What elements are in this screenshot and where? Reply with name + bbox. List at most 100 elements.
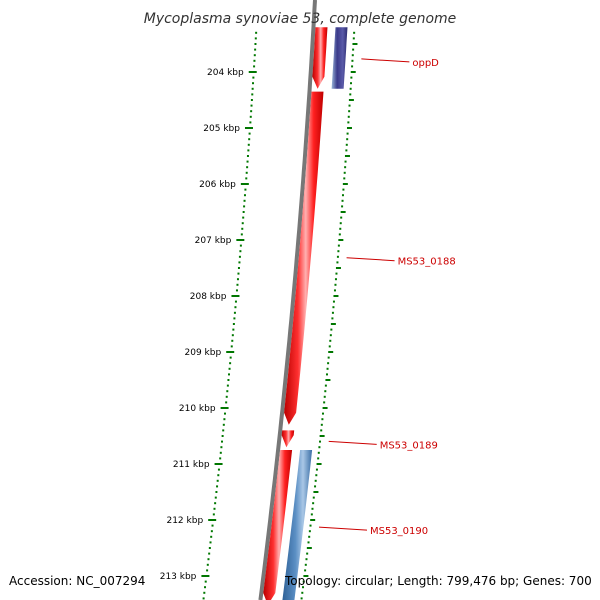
minor-tick-left — [247, 143, 250, 146]
minor-tick-left — [234, 306, 237, 309]
minor-tick-left — [239, 250, 242, 253]
minor-tick-right — [325, 379, 331, 381]
minor-tick-left — [247, 149, 250, 152]
minor-tick-right — [338, 239, 344, 241]
tick-label-204: 204 kbp — [207, 68, 244, 78]
gene-track — [263, 27, 348, 600]
minor-tick-left — [246, 155, 249, 157]
minor-tick-right — [341, 205, 344, 208]
tick-label-208: 208 kbp — [190, 292, 227, 302]
minor-tick-left — [243, 199, 246, 202]
gene-arrow-2[interactable] — [284, 91, 324, 425]
minor-tick-left — [215, 491, 218, 493]
tick-label-206: 206 kbp — [199, 180, 236, 190]
minor-tick-left — [214, 496, 217, 499]
minor-tick-left — [229, 362, 232, 365]
topology-footer: Topology: circular; Length: 799,476 bp; … — [285, 574, 592, 588]
backbone-line — [258, 0, 317, 600]
minor-tick-right — [314, 485, 317, 488]
minor-tick-left — [236, 278, 239, 281]
minor-tick-left — [210, 530, 213, 533]
gene-arrow-5[interactable] — [282, 450, 313, 600]
minor-tick-right — [323, 395, 326, 398]
minor-tick-right — [332, 300, 335, 303]
minor-tick-left — [253, 54, 256, 57]
minor-tick-left — [243, 194, 246, 197]
minor-tick-right — [329, 339, 332, 342]
minor-tick-left — [255, 31, 258, 34]
minor-tick-right — [352, 43, 358, 45]
minor-tick-left — [204, 586, 207, 589]
minor-tick-left — [240, 233, 243, 236]
minor-tick-left — [208, 552, 211, 555]
minor-tick-right — [331, 311, 334, 314]
minor-tick-left — [233, 317, 236, 320]
minor-tick-right — [335, 272, 338, 275]
minor-tick-left — [206, 563, 209, 566]
minor-tick-left — [251, 93, 254, 96]
gene-label-3[interactable]: MS53_0190 — [370, 526, 428, 537]
minor-tick-right — [312, 502, 315, 505]
gene-arrow-3[interactable] — [281, 430, 295, 448]
minor-tick-right — [317, 457, 320, 460]
minor-tick-left — [254, 37, 257, 40]
minor-tick-right — [334, 283, 337, 286]
minor-tick-right — [324, 384, 327, 387]
minor-tick-left — [235, 295, 238, 297]
gene-arrow-1[interactable] — [312, 27, 328, 89]
minor-tick-left — [252, 76, 255, 79]
minor-tick-left — [246, 166, 249, 169]
tick-label-211: 211 kbp — [173, 460, 210, 470]
minor-tick-right — [303, 575, 309, 577]
minor-tick-left — [237, 267, 240, 269]
minor-tick-right — [320, 423, 323, 426]
minor-tick-right — [315, 474, 318, 477]
minor-tick-right — [319, 435, 325, 437]
minor-tick-left — [225, 395, 228, 398]
minor-tick-left — [243, 205, 246, 208]
minor-tick-left — [232, 328, 235, 331]
gene-label-1[interactable]: MS53_0188 — [398, 257, 456, 268]
tick-label-212: 212 kbp — [166, 516, 203, 526]
minor-tick-left — [244, 188, 247, 191]
genome-title: Mycoplasma synoviae 53, complete genome — [144, 11, 457, 27]
minor-tick-right — [315, 468, 318, 471]
minor-tick-right — [349, 87, 352, 90]
minor-tick-left — [216, 485, 219, 488]
minor-tick-right — [337, 250, 340, 253]
minor-tick-right — [317, 451, 320, 454]
minor-tick-right — [351, 59, 354, 62]
minor-tick-left — [213, 507, 216, 510]
minor-tick-right — [348, 104, 351, 107]
minor-tick-right — [326, 367, 329, 370]
minor-tick-left — [242, 211, 245, 213]
minor-tick-right — [313, 491, 319, 493]
minor-tick-left — [245, 177, 248, 180]
tick-label-205: 205 kbp — [203, 124, 240, 134]
minor-tick-right — [353, 31, 356, 34]
minor-tick-right — [348, 110, 351, 113]
minor-tick-left — [220, 446, 223, 449]
genome-backbone — [258, 0, 317, 600]
minor-tick-right — [305, 558, 308, 561]
minor-tick-right — [300, 597, 303, 600]
gene-label-0[interactable]: oppD — [412, 58, 439, 69]
minor-tick-left — [226, 390, 229, 393]
minor-tick-right — [349, 93, 352, 96]
gene-labels: oppD MS53_0188 MS53_0189 MS53_0190 — [318, 58, 456, 537]
gene-label-2[interactable]: MS53_0189 — [380, 440, 438, 451]
minor-tick-left — [217, 474, 220, 477]
minor-tick-right — [343, 171, 346, 174]
minor-tick-left — [224, 407, 227, 409]
minor-tick-left — [245, 171, 248, 174]
minor-tick-left — [233, 311, 236, 314]
minor-tick-right — [328, 351, 334, 353]
minor-tick-right — [331, 317, 334, 320]
accession-footer: Accession: NC_007294 — [9, 574, 146, 588]
label-leader-2 — [328, 440, 377, 445]
minor-tick-right — [340, 211, 346, 213]
gene-arrow-0[interactable] — [331, 27, 348, 89]
gene-arrow-4[interactable] — [263, 450, 293, 600]
minor-tick-right — [347, 121, 350, 124]
minor-tick-left — [250, 110, 253, 113]
